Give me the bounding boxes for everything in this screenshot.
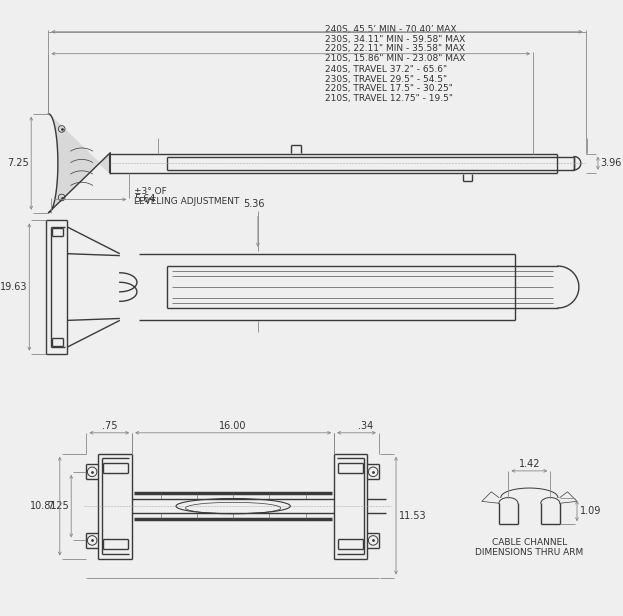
Text: 230S, 34.11" MIN - 59.58" MAX: 230S, 34.11" MIN - 59.58" MAX <box>325 34 465 44</box>
Text: 210S, 15.86" MIN - 23.08" MAX: 210S, 15.86" MIN - 23.08" MAX <box>325 54 465 63</box>
Polygon shape <box>49 114 110 213</box>
Text: 7.25: 7.25 <box>7 158 29 168</box>
Text: 7.25: 7.25 <box>47 501 69 511</box>
Text: CABLE CHANNEL
DIMENSIONS THRU ARM: CABLE CHANNEL DIMENSIONS THRU ARM <box>475 538 584 557</box>
Text: 210S, TRAVEL 12.75" - 19.5": 210S, TRAVEL 12.75" - 19.5" <box>325 94 452 103</box>
Text: 5.36: 5.36 <box>244 199 265 209</box>
Text: 230S, TRAVEL 29.5" - 54.5": 230S, TRAVEL 29.5" - 54.5" <box>325 75 447 84</box>
Text: 240S, TRAVEL 37.2" - 65.6": 240S, TRAVEL 37.2" - 65.6" <box>325 65 447 74</box>
Text: 220S, TRAVEL 17.5" - 30.25": 220S, TRAVEL 17.5" - 30.25" <box>325 84 452 93</box>
Text: 16.00: 16.00 <box>219 421 247 431</box>
Text: ±3° OF
LEVELING ADJUSTMENT: ±3° OF LEVELING ADJUSTMENT <box>134 187 239 206</box>
Text: 240S, 45.5’ MIN - 70.40’ MAX: 240S, 45.5’ MIN - 70.40’ MAX <box>325 25 456 34</box>
Text: 1.42: 1.42 <box>518 459 540 469</box>
Text: 5.64: 5.64 <box>134 195 156 205</box>
Text: 3.96: 3.96 <box>601 158 622 168</box>
Text: .75: .75 <box>102 421 117 431</box>
Text: 10.81: 10.81 <box>31 501 58 511</box>
Text: 1.09: 1.09 <box>580 506 601 516</box>
Text: 11.53: 11.53 <box>399 511 427 521</box>
Text: .34: .34 <box>358 421 374 431</box>
Text: 220S, 22.11" MIN - 35.58" MAX: 220S, 22.11" MIN - 35.58" MAX <box>325 44 465 53</box>
Text: 19.63: 19.63 <box>0 282 27 292</box>
